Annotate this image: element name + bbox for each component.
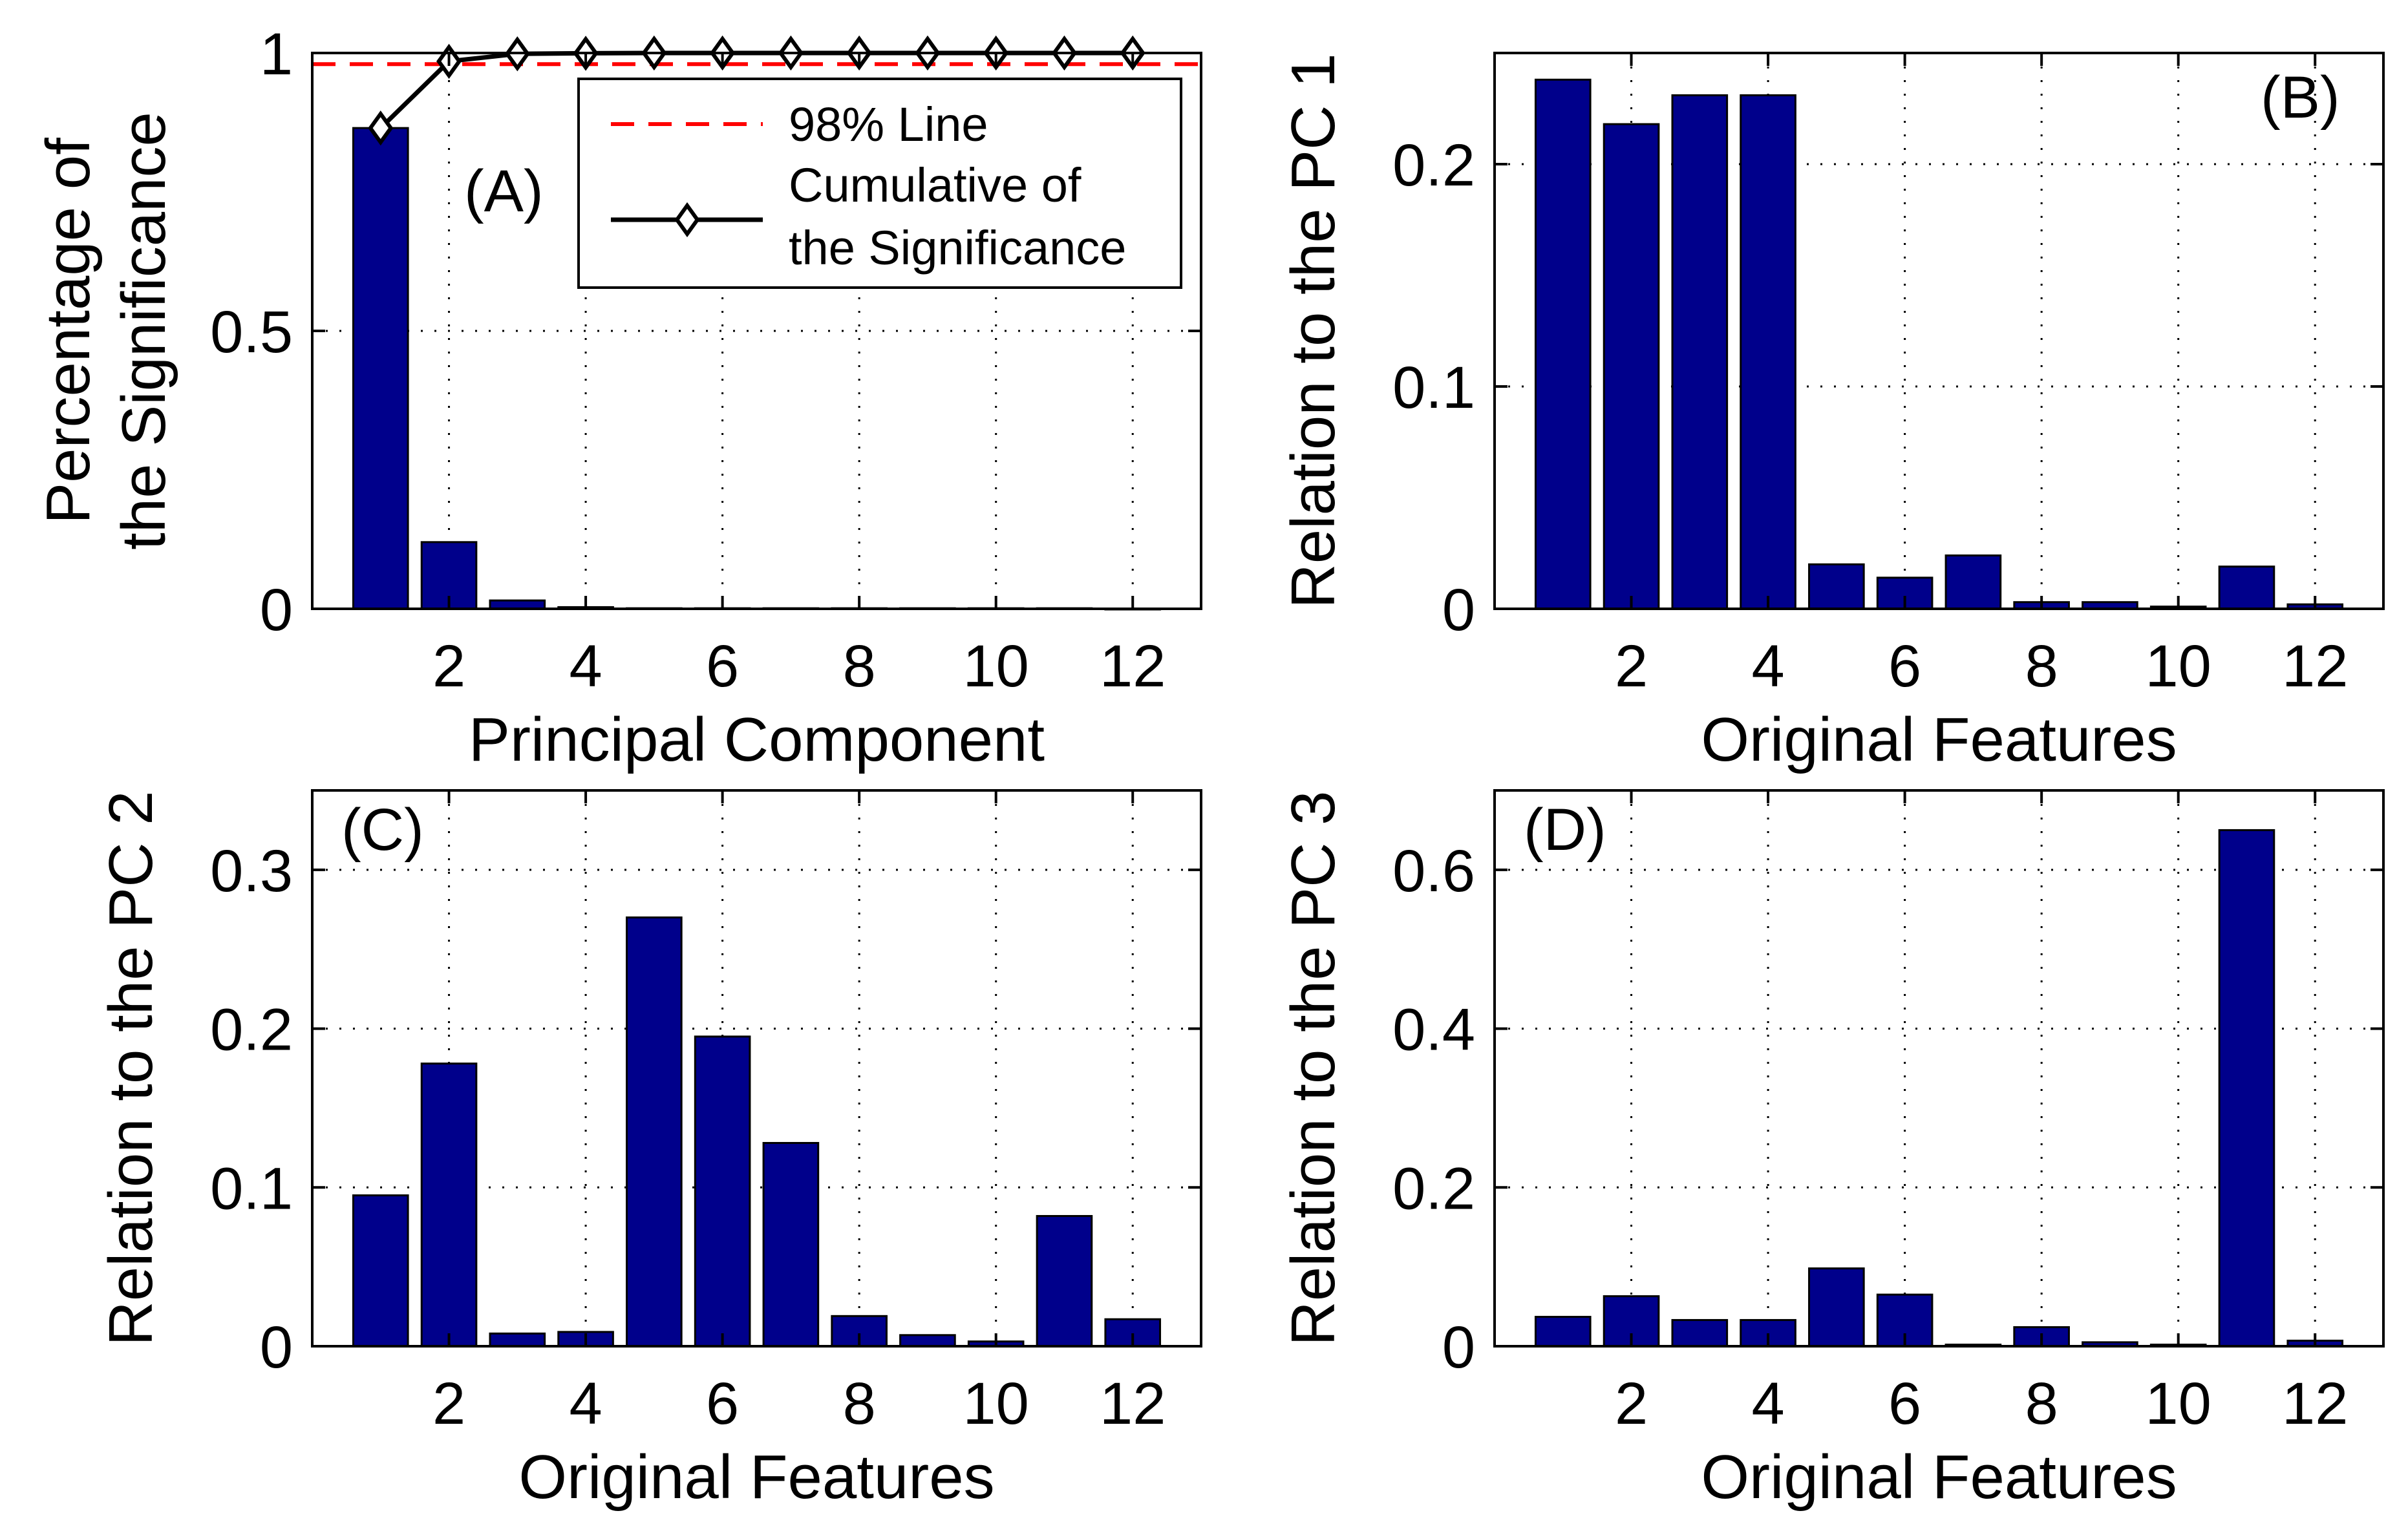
panel-c-axes-frame (311, 789, 1202, 1348)
panel-a-xtick-label-5: 12 (1100, 633, 1166, 699)
panel-c: 2 4 6 8 10 12 0 0.1 0.2 0.3 (C) Original Features… (96, 789, 1202, 1512)
panel-d-xtick-label-3: 8 (2025, 1371, 2058, 1437)
panel-b-xtick-label-0: 2 (1615, 633, 1648, 699)
panel-c-bar-2 (420, 1063, 478, 1348)
panel-c-x-axis-label: Original Features (518, 1443, 994, 1512)
panel-b-x-axis-label: Original Features (1701, 705, 2177, 774)
panel-d-xtick-label-4: 10 (2146, 1371, 2211, 1437)
panel-a-xtick-label-1: 4 (569, 633, 602, 699)
panel-c-xtick-label-0: 2 (432, 1371, 465, 1437)
panel-d-bar-4 (1740, 1318, 1796, 1348)
panel-d-y-axis-label: Relation to the PC 3 (1279, 790, 1348, 1346)
panel-c-xtick-label-3: 8 (843, 1371, 876, 1437)
panel-d: 2 4 6 8 10 12 0 0.2 0.4 0.6 (D) Original Features… (1279, 789, 2385, 1512)
panel-c-bar-1 (352, 1194, 409, 1348)
panel-c-bar-9 (899, 1334, 956, 1348)
panel-a-x-axis-label: Principal Component (469, 705, 1045, 774)
panel-a-bar-1 (352, 127, 409, 610)
panel-b-bars (1534, 78, 2344, 610)
panel-d-ticks: 2 4 6 8 10 12 0 0.2 0.4 0.6 (1392, 790, 2383, 1437)
panel-b-bar-11 (2218, 566, 2275, 610)
panel-a-xtick-label-4: 10 (963, 633, 1029, 699)
panel-c-xtick-label-2: 6 (706, 1371, 739, 1437)
panel-d-grid (1495, 790, 2383, 1346)
panel-b-ytick-label-1: 0.1 (1392, 355, 1475, 421)
panel-b-ticks: 2 4 6 8 10 12 0 0.1 0.2 (1392, 53, 2383, 699)
panel-a-legend: 98% Line Cumulative of the Significance (577, 78, 1182, 289)
legend-98-line-label: 98% Line (789, 98, 988, 151)
panel-b-bar-2 (1603, 123, 1660, 610)
panel-b-label: (B) (2261, 65, 2340, 131)
panel-c-bar-11 (1036, 1215, 1093, 1348)
panel-d-bar-1 (1534, 1316, 1592, 1348)
panel-d-xtick-label-1: 4 (1751, 1371, 1784, 1437)
panel-b-bar-5 (1808, 563, 1865, 610)
panel-c-label: (C) (341, 797, 424, 863)
panel-a-ytick-label-0: 0 (260, 577, 293, 643)
panel-c-ytick-label-0: 0 (260, 1315, 293, 1380)
panel-a-ticks: 2 4 6 8 10 12 0 0.5 1 (210, 21, 1201, 699)
panel-c-xtick-label-4: 10 (963, 1371, 1029, 1437)
panel-d-ytick-label-0: 0 (1442, 1315, 1475, 1380)
panel-a-ytick-label-2: 1 (260, 21, 293, 87)
panel-d-axes-frame (1493, 789, 2385, 1348)
panel-b-axes-frame (1493, 52, 2385, 610)
panel-a-y-axis-label-line2: the Significance (109, 112, 178, 550)
panel-c-bar-3 (489, 1332, 546, 1348)
legend-cumulative-marker (674, 202, 700, 238)
panel-b-ytick-label-0: 0 (1442, 577, 1475, 643)
panel-c-ytick-label-1: 0.1 (210, 1156, 293, 1221)
panel-c-bar-6 (694, 1035, 751, 1348)
panel-b: 2 4 6 8 10 12 0 0.1 0.2 (B) Original Features Re… (1279, 52, 2385, 774)
panel-a-label: (A) (464, 158, 544, 224)
panel-c-bar-5 (626, 916, 683, 1348)
panel-c-xtick-label-1: 4 (569, 1371, 602, 1437)
panel-b-xtick-label-3: 8 (2025, 633, 2058, 699)
panel-b-xtick-label-4: 10 (2146, 633, 2211, 699)
panel-d-bar-3 (1671, 1318, 1729, 1348)
panel-b-ytick-label-2: 0.2 (1392, 132, 1475, 198)
panel-d-bar-11 (2218, 829, 2275, 1348)
panel-b-y-axis-label: Relation to the PC 1 (1279, 53, 1348, 608)
panel-a-grid (312, 52, 1201, 609)
legend-cumulative-label-line2: the Significance (789, 221, 1126, 275)
panel-c-bar-7 (762, 1141, 820, 1348)
panel-a: 2 4 6 8 10 12 0 0.5 1 (A) Principal Component Pe… (34, 21, 1202, 774)
cumulative-marker-1 (368, 110, 394, 146)
panel-b-bar-4 (1740, 94, 1796, 610)
panel-b-xtick-label-1: 4 (1751, 633, 1784, 699)
panel-d-ytick-label-2: 0.4 (1392, 997, 1475, 1063)
panel-b-bar-3 (1671, 94, 1729, 610)
panel-d-bar-5 (1808, 1267, 1865, 1348)
panel-d-xtick-label-2: 6 (1888, 1371, 1921, 1437)
panel-b-xtick-label-5: 12 (2282, 633, 2348, 699)
panel-c-xtick-label-5: 12 (1100, 1371, 1166, 1437)
panel-b-xtick-label-2: 6 (1888, 633, 1921, 699)
panel-a-xtick-label-3: 8 (843, 633, 876, 699)
panel-c-bars (352, 916, 1162, 1348)
legend-cumulative-label-line1: Cumulative of (789, 158, 1081, 212)
panel-d-xtick-label-0: 2 (1615, 1371, 1648, 1437)
panel-d-xtick-label-5: 12 (2282, 1371, 2348, 1437)
panel-d-ytick-label-1: 0.2 (1392, 1156, 1475, 1221)
panel-d-x-axis-label: Original Features (1701, 1443, 2177, 1512)
panel-d-label: (D) (1524, 797, 1606, 863)
panel-d-ytick-label-3: 0.6 (1392, 838, 1475, 904)
panel-b-bar-1 (1534, 78, 1592, 610)
panel-a-y-axis-label-line1: Percentage of (34, 138, 103, 524)
panel-c-ticks: 2 4 6 8 10 12 0 0.1 0.2 0.3 (210, 790, 1201, 1437)
legend-box (577, 78, 1182, 289)
panel-a-xtick-label-0: 2 (432, 633, 465, 699)
panel-b-bar-7 (1945, 554, 2002, 610)
panel-a-ytick-label-1: 0.5 (210, 299, 293, 365)
panel-c-y-axis-label: Relation to the PC 2 (96, 790, 165, 1346)
panel-c-ytick-label-2: 0.2 (210, 997, 293, 1063)
panel-c-ytick-label-3: 0.3 (210, 838, 293, 904)
panel-a-xtick-label-2: 6 (706, 633, 739, 699)
